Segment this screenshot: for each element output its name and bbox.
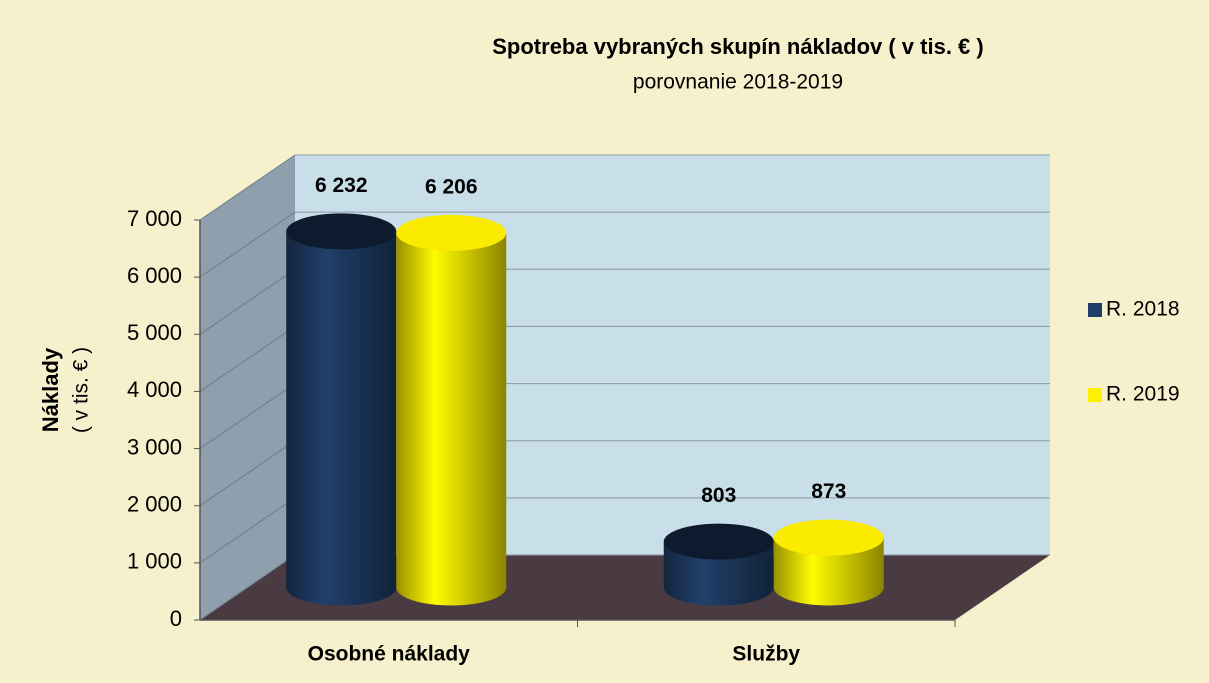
y-axis-label-unit: ( v tis. € ) xyxy=(70,347,93,433)
bar-top xyxy=(396,214,507,251)
bar xyxy=(286,213,397,606)
y-tick-label: 0 xyxy=(170,606,182,631)
bar-top xyxy=(663,523,774,560)
data-label: 873 xyxy=(811,480,846,503)
chart-subtitle: porovnanie 2018-2019 xyxy=(633,71,843,94)
x-tick-label: Služby xyxy=(732,643,800,666)
chart-title: Spotreba vybraných skupín nákladov ( v t… xyxy=(492,34,983,59)
data-label: 6 206 xyxy=(425,175,478,198)
grid-line-side xyxy=(199,326,296,392)
bar xyxy=(773,519,884,606)
bar-body xyxy=(396,232,507,588)
bar xyxy=(663,523,774,606)
grid-line-side xyxy=(199,383,296,449)
bar-body xyxy=(286,231,397,588)
data-label: 6 232 xyxy=(315,174,368,197)
legend-swatch xyxy=(1088,303,1102,317)
grid-line-side xyxy=(199,211,296,278)
y-tick-label: 7 000 xyxy=(127,206,182,231)
data-label: 803 xyxy=(701,484,736,507)
bar-top xyxy=(773,519,884,556)
y-tick-label: 5 000 xyxy=(127,320,182,345)
y-tick-label: 3 000 xyxy=(127,434,182,459)
y-tick-label: 4 000 xyxy=(127,377,182,402)
grid-line-side xyxy=(199,497,296,564)
y-tick-label: 1 000 xyxy=(127,549,182,574)
bar xyxy=(396,214,507,606)
legend-label: R. 2018 xyxy=(1106,298,1180,321)
side-wall xyxy=(200,155,295,620)
legend-swatch xyxy=(1088,388,1102,402)
grid-line-side xyxy=(199,440,296,507)
y-axis-label: Náklady xyxy=(38,347,63,432)
legend-label: R. 2019 xyxy=(1106,383,1180,406)
bar-top xyxy=(286,213,397,250)
grid-line-side xyxy=(199,154,296,221)
grid-line-side xyxy=(199,268,296,335)
y-tick-label: 6 000 xyxy=(127,263,182,288)
grid-line-side xyxy=(199,554,296,621)
y-tick-label: 2 000 xyxy=(127,492,182,517)
x-tick-label: Osobné náklady xyxy=(308,643,471,666)
